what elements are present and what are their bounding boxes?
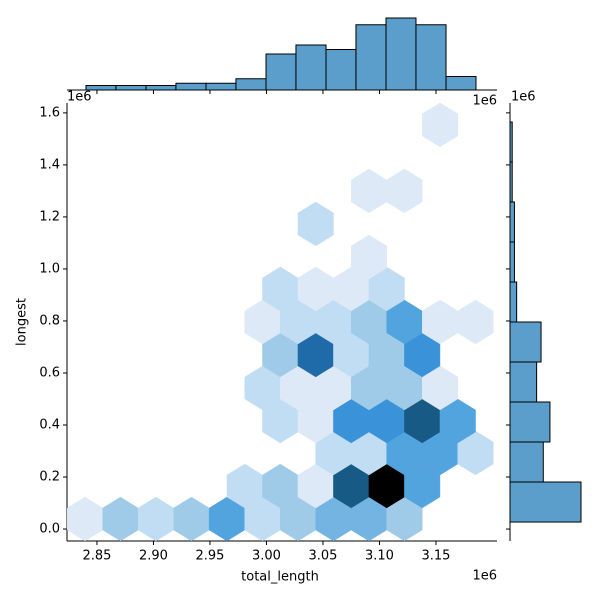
y-tick-label: 1.2 [39,209,60,224]
y-tick-label: 0.0 [39,522,60,537]
x-tick-label: 3.05 [308,549,337,564]
x-tick-label: 3.15 [421,549,450,564]
hexbin [102,496,139,542]
y-tick-label: 0.8 [39,313,60,328]
hexbin [350,168,387,214]
x-tick-label: 2.95 [195,549,224,564]
hexbin [350,234,387,280]
y-offset: 1e6 [67,90,92,105]
x-label: total_length [241,570,319,585]
top-hist-bar [85,85,117,91]
right-hist-bar [509,281,518,323]
top-hist-bar [355,24,387,91]
top-hist-bar [325,49,357,91]
y-tick-label: 1.0 [39,261,60,276]
x-tick-label: 3.00 [252,549,281,564]
top-x-offset: 1e6 [472,94,497,109]
right-hist-bar [509,361,538,403]
top-hist-bar [265,53,297,91]
hexbin [457,299,494,345]
right-hist-bar [509,201,515,243]
right-hist-bar [509,321,542,363]
top-hist-bar [385,17,417,91]
x-tick-label: 2.85 [82,549,111,564]
right-hist-bar [509,481,582,523]
hexbin [297,201,334,247]
hexbin [386,168,423,214]
y-tick-label: 1.4 [39,157,60,172]
x-tick-label: 3.10 [365,549,394,564]
top-hist-bar [415,24,447,91]
right-hist-bar [509,241,515,283]
hexbin [173,496,210,542]
right-hist-bar [509,121,513,163]
y-label: longest [15,298,30,346]
top-hist-bar [295,44,327,91]
top-hist-bar [205,82,237,91]
hexbin [66,496,103,542]
hexbin [137,496,174,542]
right-hist-bar [509,441,544,483]
hexbin [422,102,459,148]
right-hist-bar [509,401,551,443]
x-tick-label: 2.90 [139,549,168,564]
y-tick-label: 0.6 [39,365,60,380]
y-tick-label: 1.6 [39,105,60,120]
top-hist-bar [445,76,477,91]
top-hist-bar [175,82,207,91]
top-hist-bar [235,78,267,91]
top-hist-bar [145,85,177,91]
right-y-offset: 1e6 [511,90,536,105]
y-tick-label: 0.4 [39,417,60,432]
y-tick-label: 0.2 [39,470,60,485]
x-offset: 1e6 [472,569,497,584]
top-hist-bar [115,85,147,91]
right-hist-bar [509,161,513,203]
